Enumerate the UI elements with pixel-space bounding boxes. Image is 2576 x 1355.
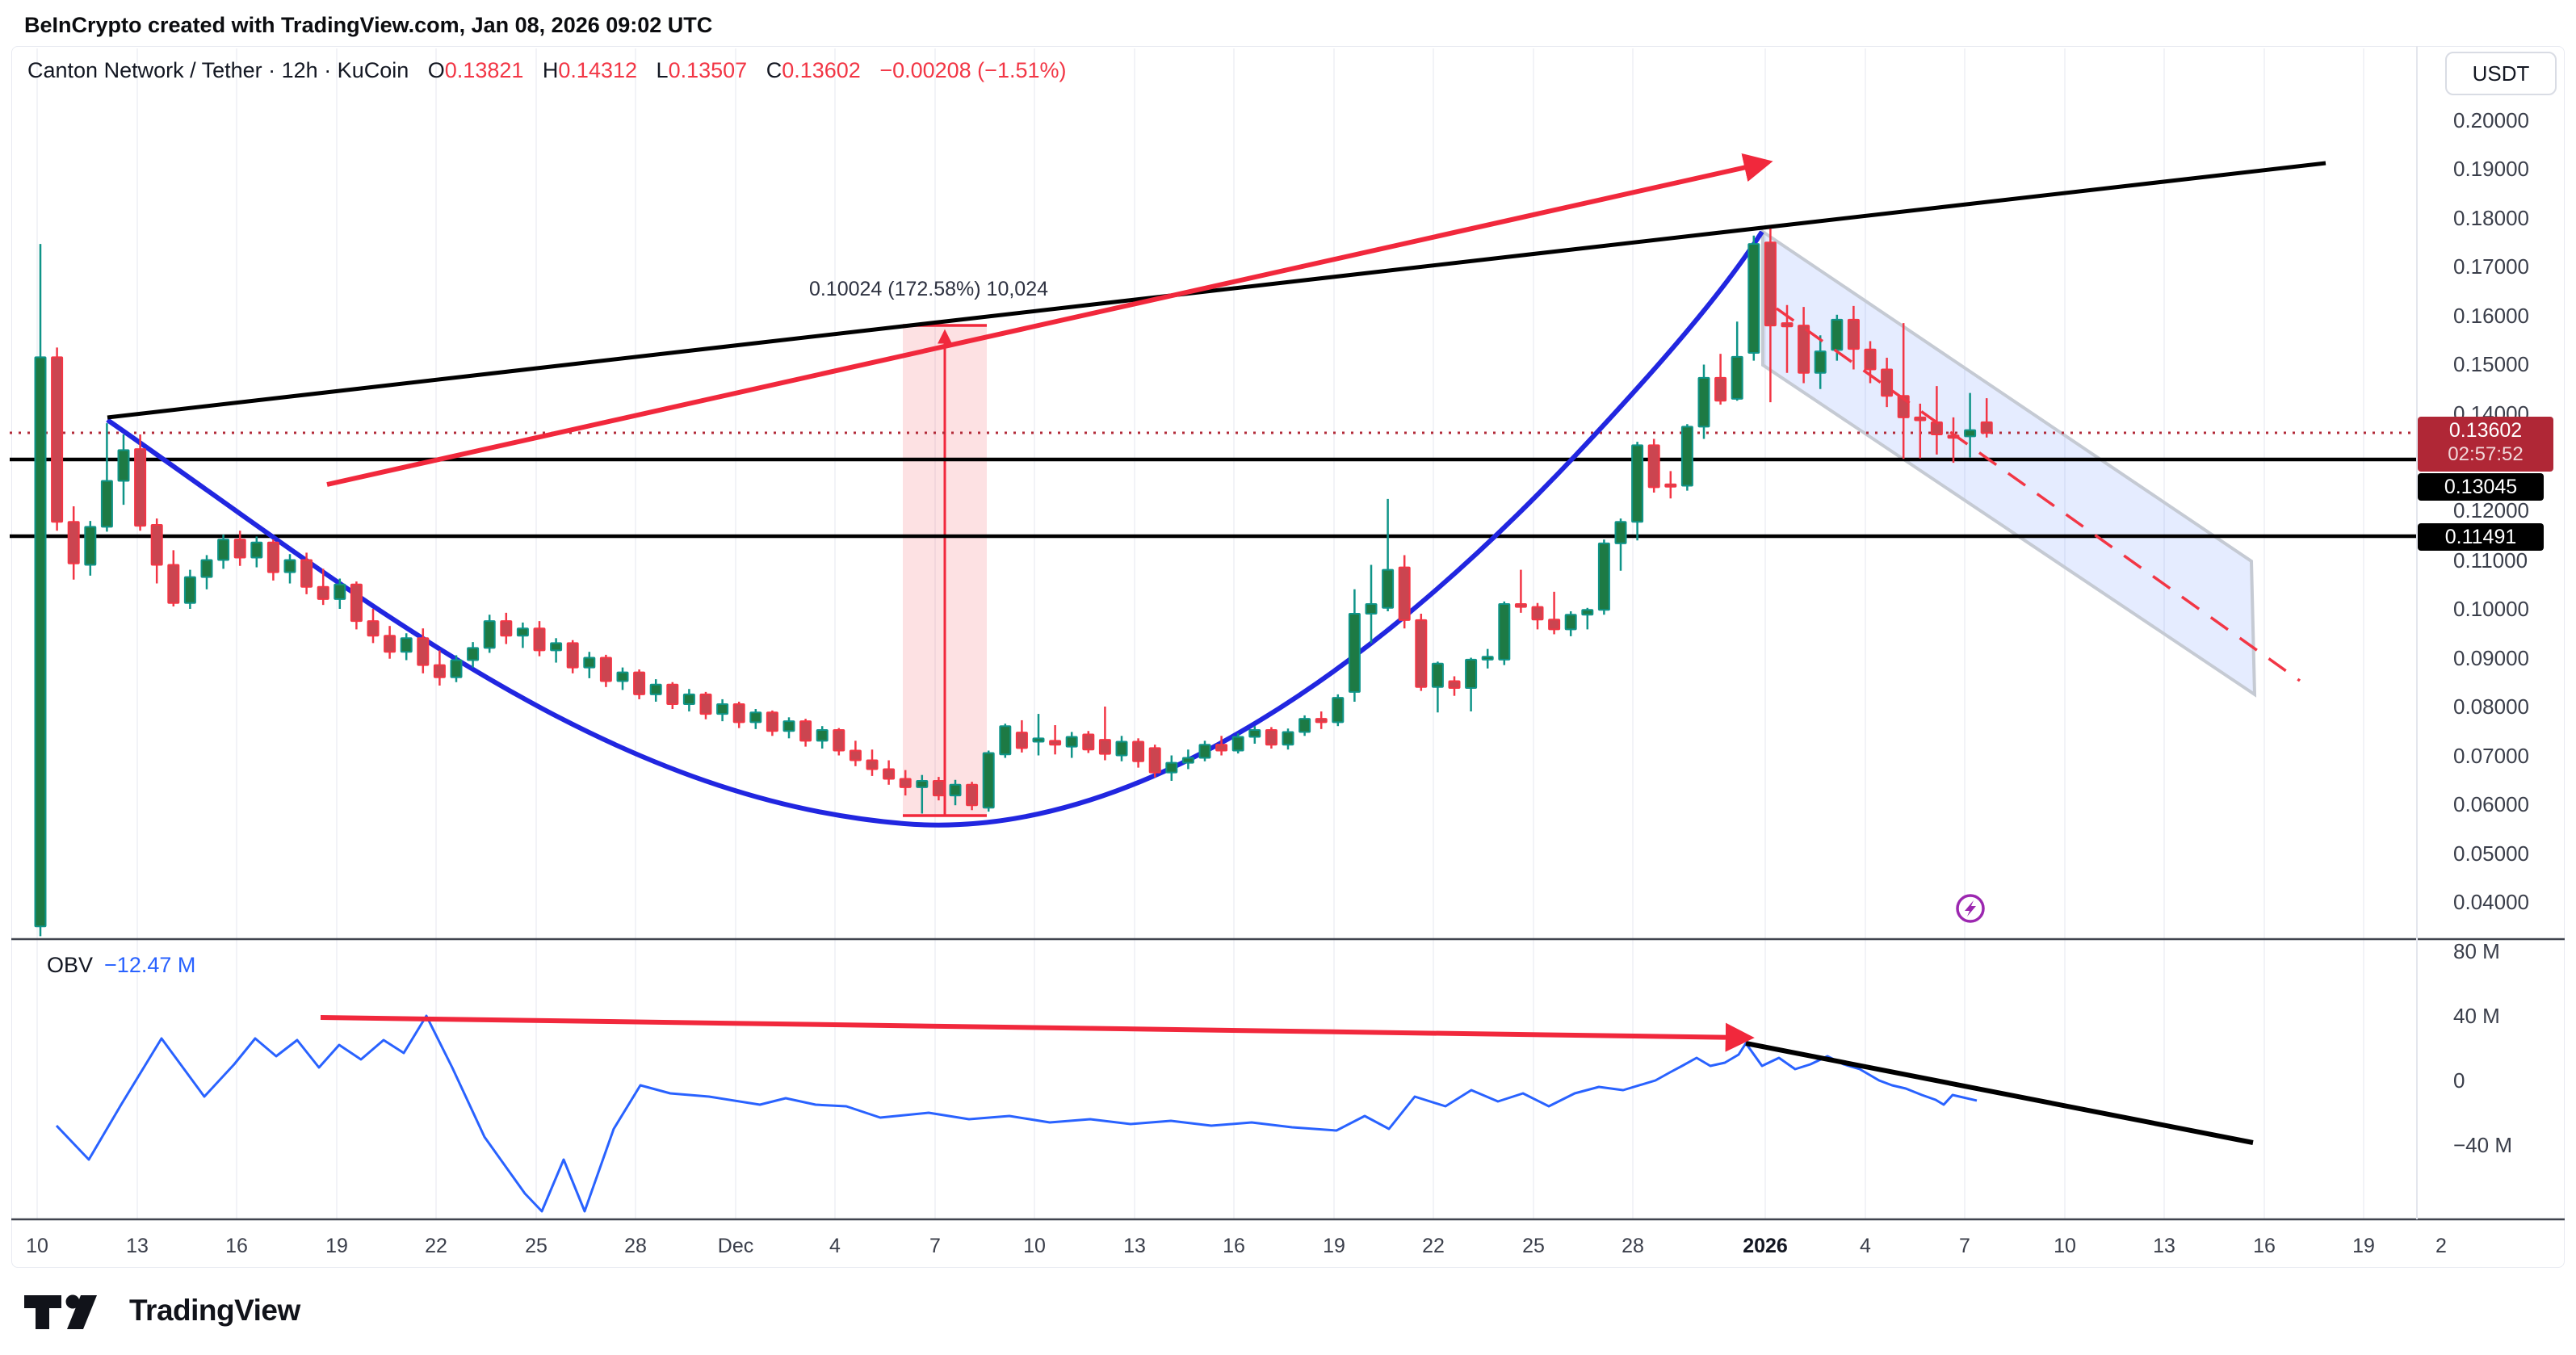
- obv-label: OBV: [47, 953, 94, 977]
- candle-countdown-timer: 02:57:52: [2448, 443, 2524, 465]
- svg-text:2: 2: [2435, 1235, 2447, 1257]
- open-value: 0.13821: [444, 58, 524, 82]
- obv-indicator-legend: OBV −12.47 M: [47, 953, 195, 978]
- obv-value: −12.47 M: [104, 953, 196, 977]
- svg-text:7: 7: [929, 1235, 941, 1257]
- svg-text:40 M: 40 M: [2453, 1004, 2500, 1028]
- svg-text:0.04000: 0.04000: [2453, 890, 2529, 914]
- low-value: 0.13507: [668, 58, 748, 82]
- support-level-badge-1: 0.13045: [2418, 473, 2544, 501]
- chart-frame: [11, 46, 2565, 1268]
- svg-text:10: 10: [2054, 1235, 2076, 1257]
- svg-text:0.16000: 0.16000: [2453, 304, 2529, 328]
- high-value: 0.14312: [558, 58, 638, 82]
- support-level-badge-2: 0.11491: [2418, 523, 2544, 551]
- svg-text:25: 25: [1522, 1235, 1545, 1257]
- open-label: O: [427, 58, 445, 82]
- lightning-icon[interactable]: [1956, 894, 1985, 923]
- currency-toggle-button[interactable]: USDT: [2445, 52, 2557, 95]
- svg-text:0: 0: [2453, 1068, 2465, 1093]
- tradingview-logo[interactable]: TradingView: [23, 1290, 300, 1331]
- svg-text:10: 10: [26, 1235, 48, 1257]
- svg-text:22: 22: [425, 1235, 447, 1257]
- svg-text:19: 19: [2352, 1235, 2375, 1257]
- svg-text:0.12000: 0.12000: [2453, 498, 2529, 522]
- svg-text:0.09000: 0.09000: [2453, 646, 2529, 670]
- svg-text:16: 16: [2253, 1235, 2276, 1257]
- svg-text:7: 7: [1959, 1235, 1970, 1257]
- last-price-badge: 0.13602 02:57:52: [2418, 417, 2553, 472]
- svg-text:0.18000: 0.18000: [2453, 206, 2529, 230]
- svg-text:0.19000: 0.19000: [2453, 157, 2529, 181]
- symbol-title: Canton Network / Tether · 12h · KuCoin: [27, 58, 409, 82]
- svg-text:16: 16: [225, 1235, 248, 1257]
- svg-text:13: 13: [1123, 1235, 1146, 1257]
- svg-text:16: 16: [1223, 1235, 1245, 1257]
- svg-text:25: 25: [525, 1235, 548, 1257]
- measured-move-annotation: 0.10024 (172.58%) 10,024: [808, 278, 1049, 300]
- svg-text:13: 13: [2153, 1235, 2175, 1257]
- svg-text:0.20000: 0.20000: [2453, 108, 2529, 132]
- svg-text:0.08000: 0.08000: [2453, 694, 2529, 719]
- svg-text:28: 28: [624, 1235, 647, 1257]
- svg-text:19: 19: [1323, 1235, 1345, 1257]
- last-price-value: 0.13602: [2448, 419, 2523, 442]
- svg-text:−40 M: −40 M: [2453, 1133, 2512, 1157]
- close-label: C: [766, 58, 782, 82]
- high-label: H: [542, 58, 559, 82]
- change-value: −0.00208 (−1.51%): [879, 58, 1067, 82]
- symbol-info-bar: Canton Network / Tether · 12h · KuCoin O…: [27, 58, 1067, 83]
- svg-text:0.05000: 0.05000: [2453, 841, 2529, 866]
- close-value: 0.13602: [782, 58, 861, 82]
- svg-text:4: 4: [829, 1235, 841, 1257]
- svg-text:0.07000: 0.07000: [2453, 744, 2529, 768]
- svg-text:0.17000: 0.17000: [2453, 254, 2529, 279]
- svg-text:13: 13: [126, 1235, 149, 1257]
- svg-text:Dec: Dec: [718, 1235, 753, 1257]
- svg-text:0.10000: 0.10000: [2453, 597, 2529, 621]
- svg-text:0.15000: 0.15000: [2453, 352, 2529, 376]
- svg-text:10: 10: [1023, 1235, 1046, 1257]
- attribution-text: BeInCrypto created with TradingView.com,…: [24, 13, 713, 37]
- svg-text:2026: 2026: [1743, 1235, 1788, 1257]
- svg-text:4: 4: [1860, 1235, 1871, 1257]
- tradingview-logo-mark: [24, 1294, 97, 1329]
- low-label: L: [656, 58, 669, 82]
- svg-text:0.11000: 0.11000: [2453, 548, 2528, 573]
- svg-text:0.06000: 0.06000: [2453, 792, 2529, 816]
- svg-text:19: 19: [325, 1235, 348, 1257]
- svg-text:22: 22: [1422, 1235, 1445, 1257]
- svg-text:80 M: 80 M: [2453, 939, 2500, 963]
- tradingview-logo-text: TradingView: [129, 1294, 300, 1327]
- svg-text:28: 28: [1622, 1235, 1644, 1257]
